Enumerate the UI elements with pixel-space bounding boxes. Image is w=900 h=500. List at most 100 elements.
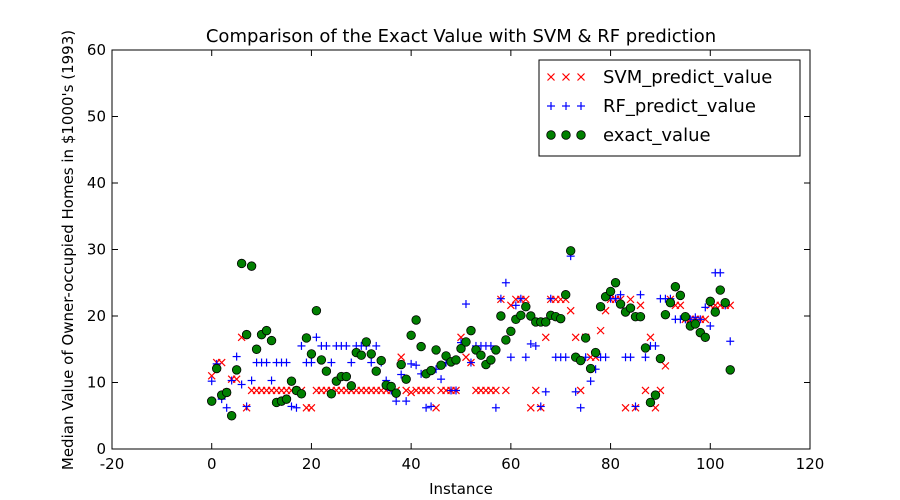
exact-point	[251, 344, 262, 354]
exact-point	[700, 332, 711, 342]
rf-point	[412, 361, 421, 370]
rf-point	[631, 402, 640, 411]
exact-point	[645, 397, 656, 408]
exact-point	[580, 333, 591, 343]
rf-point	[312, 333, 321, 342]
svm-point-stroke	[571, 333, 580, 342]
svm-point-stroke	[621, 403, 630, 412]
svm-point	[432, 403, 440, 412]
exact-point	[565, 246, 576, 256]
rf-point	[491, 403, 500, 412]
svm-point	[307, 403, 316, 412]
rf-point	[297, 341, 306, 350]
exact-point	[635, 311, 646, 322]
exact-point	[705, 296, 715, 307]
rf-point	[511, 301, 520, 310]
svm-point-stroke	[676, 301, 685, 310]
rf-point	[267, 376, 276, 385]
exact-point	[491, 345, 501, 355]
y-tick-label: 40	[87, 174, 106, 192]
svm-point	[596, 326, 605, 335]
exact-point	[396, 359, 406, 370]
rf-point	[571, 387, 580, 396]
x-axis-label: Instance	[429, 480, 493, 498]
svm-point	[232, 375, 241, 384]
x-tick-label: 80	[601, 455, 620, 473]
svm-point	[506, 301, 515, 310]
svm-point	[566, 306, 575, 315]
svm-point-stroke	[651, 403, 660, 412]
svm-point	[427, 386, 436, 395]
svm-point-stroke	[521, 295, 530, 304]
rf-point	[586, 377, 595, 386]
svm-point-stroke	[501, 386, 510, 395]
legend-marker-stroke	[547, 73, 555, 81]
rf-point	[242, 402, 251, 411]
svm-point	[402, 386, 411, 395]
svm-point-stroke	[402, 386, 411, 395]
exact-point	[361, 337, 371, 347]
exact-point	[321, 366, 332, 376]
svm-point-stroke	[427, 386, 436, 395]
exact-point	[296, 389, 307, 399]
exact-point	[261, 325, 272, 336]
svm-point	[701, 315, 710, 324]
rf-point	[397, 370, 406, 379]
svm-point-stroke	[601, 306, 610, 315]
rf-point	[207, 377, 216, 386]
exact-point	[211, 363, 222, 374]
rf-point	[466, 358, 475, 367]
svm-point-stroke	[566, 306, 575, 315]
exact-point	[610, 278, 621, 288]
exact-point	[605, 286, 616, 297]
exact-point	[715, 285, 725, 295]
exact-point	[725, 365, 735, 375]
x-tick-label: 0	[207, 455, 217, 473]
rf-point	[282, 358, 291, 367]
rf-point	[616, 290, 625, 299]
rf-point	[347, 358, 356, 367]
exact-point	[376, 355, 386, 366]
legend-marker	[577, 73, 585, 81]
svm-point-stroke	[726, 301, 735, 310]
exact-point	[720, 298, 730, 308]
exact-point	[207, 396, 217, 406]
svm-point	[676, 301, 685, 310]
svm-point	[501, 386, 510, 395]
x-tick-label: 100	[696, 455, 725, 473]
svm-point	[407, 388, 416, 397]
exact-point	[341, 371, 352, 382]
legend-marker-stroke	[562, 73, 570, 81]
exact-point	[670, 282, 681, 292]
rf-point	[407, 359, 416, 368]
y-tick-label: 10	[87, 374, 106, 392]
exact-point	[441, 351, 451, 361]
svm-point-stroke	[232, 375, 241, 384]
svm-point-stroke	[397, 353, 406, 362]
exact-point	[451, 355, 461, 365]
exact-point	[561, 290, 571, 300]
svm-point-stroke	[462, 353, 470, 362]
svm-point	[526, 403, 535, 412]
exact-point	[241, 329, 252, 340]
data-marks	[207, 246, 735, 421]
exact-point	[501, 335, 511, 345]
exact-point	[521, 301, 531, 312]
rf-point	[327, 358, 336, 367]
y-axis-label: Median Value of Owner-occupied Homes in …	[59, 30, 77, 470]
rf-point	[651, 341, 660, 350]
exact-point	[281, 394, 292, 404]
rf-point	[227, 376, 236, 385]
exact-point	[401, 374, 411, 384]
svm-point	[621, 403, 630, 412]
legend-label: RF_predict_value	[603, 96, 756, 117]
x-tick-label: 20	[302, 455, 321, 473]
rf-point	[701, 303, 710, 312]
rf-point	[461, 300, 470, 309]
legend-marker	[562, 73, 570, 81]
chart-title: Comparison of the Exact Value with SVM &…	[206, 26, 716, 47]
svm-point-stroke	[576, 386, 585, 395]
exact-point	[301, 333, 312, 343]
legend-marker	[546, 130, 556, 140]
rf-point	[641, 353, 650, 362]
